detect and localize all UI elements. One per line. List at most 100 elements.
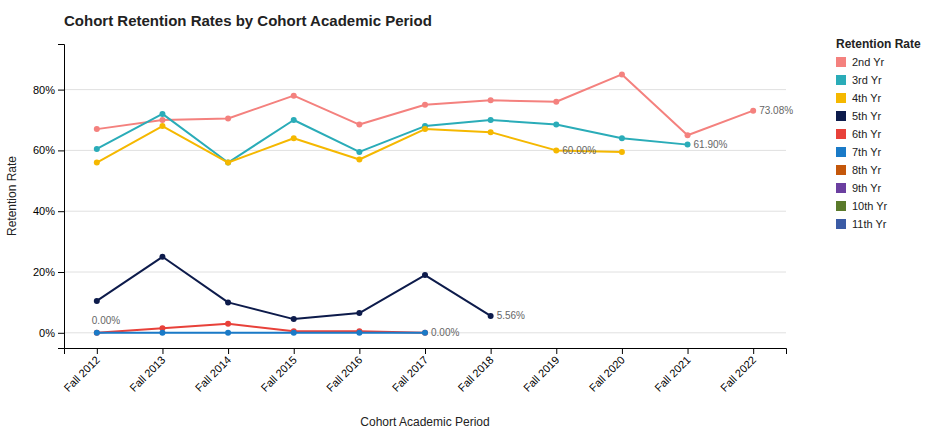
legend-label: 5th Yr <box>852 110 881 122</box>
legend-label: 2nd Yr <box>852 56 885 68</box>
legend-item: 8th Yr <box>836 164 881 176</box>
plot-area: 0% 20% 40% 60% 80% Fall 2012Fall 2013Fall 201… <box>5 45 793 430</box>
y-tick-label: 80% <box>33 84 55 96</box>
marker <box>488 129 494 135</box>
marker <box>94 330 100 336</box>
x-tick: Fall 2014 <box>193 348 233 394</box>
marker <box>356 149 362 155</box>
marker <box>291 135 297 141</box>
marker <box>356 122 362 128</box>
annotations: 73.08%61.90%60.00%5.56%0.00%0.00% <box>92 105 793 338</box>
x-tick-label: Fall 2012 <box>61 354 101 394</box>
line <box>97 74 753 135</box>
y-tick-mark <box>58 211 64 212</box>
title: Cohort Retention Rates by Cohort Academi… <box>64 12 432 29</box>
y-tick-label: 0% <box>39 327 55 339</box>
x-tick-mark <box>622 348 623 354</box>
line <box>97 257 491 319</box>
marker <box>619 71 625 77</box>
legend-item: 7th Yr <box>836 146 881 158</box>
x-tick-label: Fall 2022 <box>718 354 758 394</box>
grid-line <box>64 89 786 90</box>
marker <box>291 330 297 336</box>
line <box>97 332 425 334</box>
line <box>97 114 688 163</box>
marker <box>422 126 428 132</box>
x-tick-label: Fall 2017 <box>390 354 430 394</box>
legend-item: 9th Yr <box>836 182 881 194</box>
marker <box>159 330 165 336</box>
marker <box>291 117 297 123</box>
x-tick-mark <box>294 348 295 354</box>
marker <box>553 99 559 105</box>
marker <box>94 146 100 152</box>
x-tick: Fall 2016 <box>324 348 364 394</box>
x-axis-title: Cohort Academic Period <box>360 415 489 429</box>
x-tick-mark <box>359 348 360 354</box>
legend-swatch <box>836 57 846 67</box>
marker <box>685 132 691 138</box>
line <box>97 126 622 162</box>
y-tick-mark <box>58 272 64 273</box>
legend-swatch <box>836 147 846 157</box>
x-axis-line <box>65 349 787 355</box>
annotation: 5.56% <box>497 310 525 321</box>
legend-item: 11th Yr <box>836 218 887 230</box>
marker <box>159 111 165 117</box>
legend-item: 4th Yr <box>836 92 881 104</box>
marker <box>356 330 362 336</box>
marker <box>291 93 297 99</box>
legend-label: 11th Yr <box>852 218 887 230</box>
annotation: 0.00% <box>431 327 459 338</box>
x-tick: Fall 2017 <box>390 348 430 394</box>
legend-label: 7th Yr <box>852 146 881 158</box>
x-tick-mark <box>556 348 557 354</box>
y-axis-title: Retention Rate <box>5 156 19 236</box>
annotation: 73.08% <box>759 105 793 116</box>
marker <box>553 147 559 153</box>
y-tick-mark <box>58 90 64 91</box>
marker <box>225 330 231 336</box>
x-tick-label: Fall 2019 <box>521 354 561 394</box>
marker <box>94 298 100 304</box>
y-tick: 80% <box>33 84 64 96</box>
legend-item: 3rd Yr <box>836 74 882 86</box>
x-tick-mark <box>97 348 98 354</box>
y-tick: 20% <box>33 266 64 278</box>
x-tick-mark <box>688 348 689 354</box>
y-tick-label: 40% <box>33 205 55 217</box>
y-axis-line <box>58 45 65 349</box>
legend-item: 2nd Yr <box>836 56 885 68</box>
grid-line <box>64 211 786 212</box>
x-tick: Fall 2020 <box>587 348 627 394</box>
x-tick-mark <box>162 348 163 354</box>
legend-label: 4th Yr <box>852 92 881 104</box>
marker <box>94 160 100 166</box>
y-tick: 60% <box>33 144 64 156</box>
legend-swatch <box>836 93 846 103</box>
marker <box>159 117 165 123</box>
x-tick-mark <box>425 348 426 354</box>
annotation: 0.00% <box>92 315 120 326</box>
marker <box>356 310 362 316</box>
marker <box>291 316 297 322</box>
y-tick: 40% <box>33 205 64 217</box>
marker <box>356 157 362 163</box>
x-tick: Fall 2022 <box>718 348 758 394</box>
x-tick-mark <box>228 348 229 354</box>
legend-swatch <box>836 165 846 175</box>
marker <box>225 160 231 166</box>
x-tick-mark <box>491 348 492 354</box>
chart: 0% 20% 40% 60% 80% Fall 2012Fall 2013Fall 201… <box>0 0 936 434</box>
y-tick-mark <box>58 333 64 334</box>
marker <box>619 135 625 141</box>
marker <box>488 117 494 123</box>
legend-title: Retention Rate <box>836 37 921 51</box>
annotation: 60.00% <box>562 145 596 156</box>
marker <box>422 102 428 108</box>
marker <box>159 254 165 260</box>
line <box>97 324 425 333</box>
x-tick-label: Fall 2020 <box>587 354 627 394</box>
x-axis: Fall 2012Fall 2013Fall 2014Fall 2015Fall… <box>61 348 786 394</box>
legend-item: 5th Yr <box>836 110 881 122</box>
